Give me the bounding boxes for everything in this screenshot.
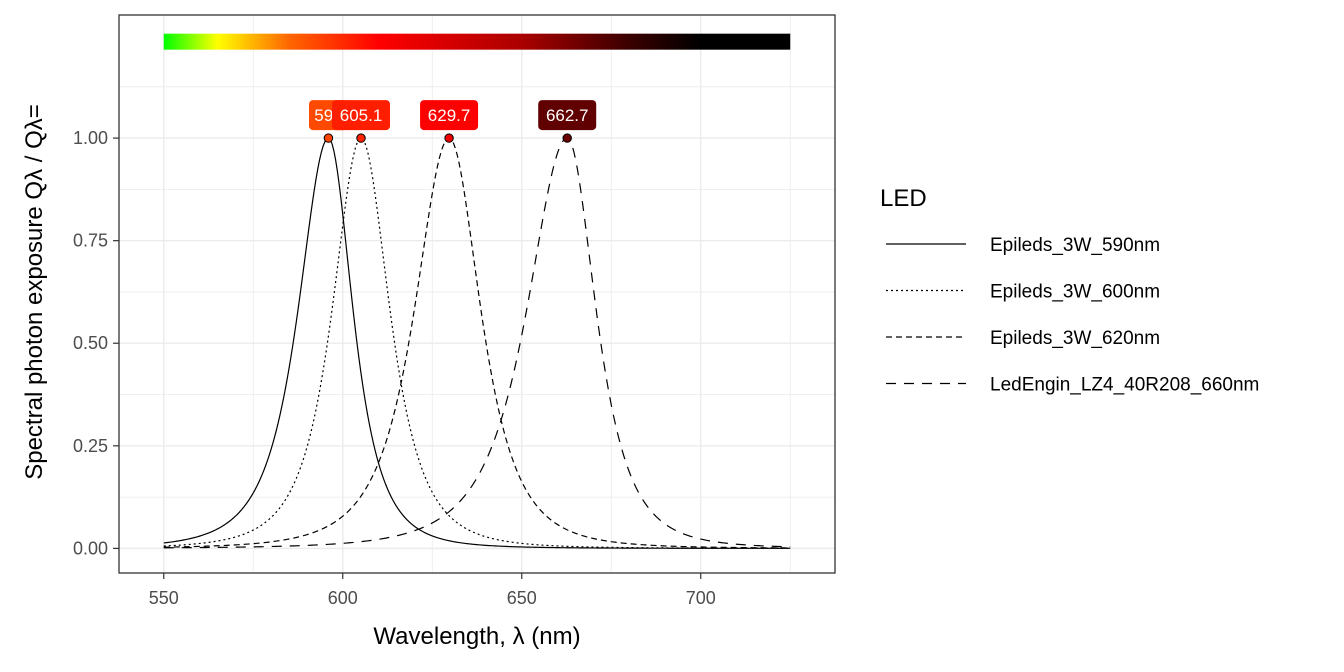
- y-axis-title: Spectral photon exposure Qλ / Qλ=: [21, 104, 48, 480]
- legend: LED Epileds_3W_590nmEpileds_3W_600nmEpil…: [880, 185, 1259, 396]
- series-line-1: [163, 137, 791, 549]
- series-line-4: [163, 137, 791, 549]
- x-tick-label: 650: [507, 588, 537, 608]
- y-axis: 0.00 0.25 0.50 0.75 1.00: [73, 128, 119, 558]
- y-tick-label: 0.50: [73, 333, 108, 353]
- y-tick-label: 0.00: [73, 538, 108, 558]
- x-axis-title: Wavelength, λ (nm): [373, 623, 580, 650]
- peak-label-box-4: [538, 100, 597, 131]
- peak-label-4: 662.7: [546, 106, 589, 125]
- y-tick-label: 0.75: [73, 231, 108, 251]
- legend-label-3: Epileds_3W_620nm: [990, 328, 1160, 349]
- peak-point-1: [323, 133, 334, 143]
- x-tick-label: 700: [686, 588, 716, 608]
- series-line-3: [163, 137, 791, 549]
- peak-label-3: 629.7: [428, 106, 471, 125]
- peak-label-2: 605.1: [340, 106, 383, 125]
- peak-point-2: [356, 133, 366, 143]
- wavelength-color-bar: [163, 33, 791, 50]
- peak-point-3: [444, 133, 454, 143]
- legend-title: LED: [880, 185, 927, 212]
- spectral-curves: [163, 137, 791, 549]
- legend-label-2: Epileds_3W_600nm: [990, 282, 1160, 303]
- y-tick-label: 1.00: [73, 128, 108, 148]
- legend-items: Epileds_3W_590nm Epileds_3W_600nm Epileds_…: [886, 235, 1259, 396]
- panel-border: [118, 14, 836, 574]
- legend-label-1: Epileds_3W_590nm: [990, 235, 1160, 256]
- y-tick-label: 0.25: [73, 436, 108, 456]
- x-tick-label: 550: [149, 588, 179, 608]
- peak-label-box-3: [420, 100, 479, 131]
- x-axis: 550 600 650 700: [149, 573, 716, 608]
- peak-point-4: [562, 133, 572, 143]
- peak-label-box-2: [332, 100, 391, 131]
- x-tick-label: 600: [328, 588, 358, 608]
- legend-label-4: LedEngin_LZ4_40R208_660nm: [990, 375, 1259, 396]
- panel-background: [119, 15, 835, 573]
